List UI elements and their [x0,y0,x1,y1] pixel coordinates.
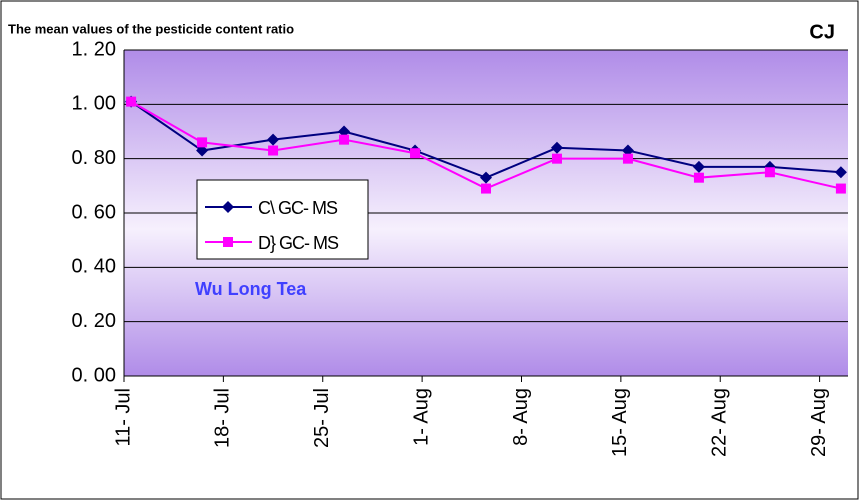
marker [223,237,233,247]
marker [410,148,421,159]
y-tick-label: 1. 00 [72,93,116,115]
y-tick-label: 1. 20 [72,38,116,60]
marker [126,96,137,107]
marker [481,183,491,194]
marker [268,145,279,156]
corner-label: CJ [809,21,835,43]
x-tick-label: 22- Aug [709,388,731,457]
y-tick-label: 0. 80 [72,147,116,169]
y-tick-label: 0. 60 [72,201,116,223]
y-tick-label: 0. 40 [72,256,116,278]
x-tick-label: 25- Jul [311,388,333,448]
x-tick-label: 1- Aug [410,388,432,446]
marker [835,183,846,194]
marker [339,134,350,145]
legend-label: C\ GC- MS [258,198,338,218]
marker [480,171,492,184]
annotation: Wu Long Tea [195,279,307,299]
marker [267,133,280,146]
x-tick-label: 11- Jul [112,388,134,447]
marker [338,125,351,138]
marker [551,153,562,164]
marker [692,160,705,173]
marker [693,172,704,183]
marker [834,166,847,179]
marker [622,153,633,164]
marker [550,141,563,154]
x-tick-label: 18- Jul [212,388,234,448]
y-tick-label: 0. 00 [72,364,116,386]
marker [196,144,209,157]
legend-label: D} GC- MS [258,233,339,253]
marker [222,201,234,213]
marker [197,137,208,148]
x-tick-label: 8- Aug [510,388,532,446]
y-tick-label: 0. 20 [72,310,116,332]
x-tick-label: 15- Aug [609,388,631,457]
legend: C\ GC- MS D} GC- MS [196,179,369,260]
x-tick-label: 29- Aug [808,388,830,457]
marker [764,167,775,178]
chart-title: The mean values of the pesticide content… [8,21,294,36]
marker [621,144,634,157]
